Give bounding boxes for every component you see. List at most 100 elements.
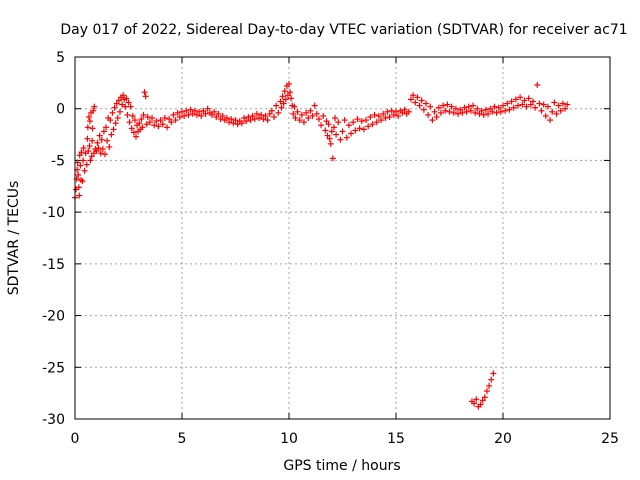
data-point [467, 107, 474, 114]
data-point [86, 118, 93, 125]
data-point [547, 117, 554, 124]
x-tick-label: 25 [601, 431, 619, 447]
data-point [215, 110, 222, 117]
y-tick-label: -15 [42, 257, 65, 273]
data-point [129, 112, 136, 119]
data-point [187, 106, 194, 113]
data-point [412, 99, 419, 106]
data-point [149, 115, 156, 122]
data-point [251, 116, 258, 123]
data-point [153, 118, 160, 125]
data-point [325, 121, 332, 128]
data-point [360, 126, 367, 133]
data-point [122, 103, 129, 110]
data-point [157, 117, 164, 124]
data-point [544, 103, 551, 110]
data-point [116, 108, 123, 115]
data-point [471, 400, 478, 407]
data-point [395, 112, 402, 119]
data-point [500, 102, 506, 109]
data-point [89, 137, 96, 144]
data-point [198, 112, 205, 119]
data-point [98, 136, 105, 143]
data-point [185, 111, 192, 118]
data-point [311, 102, 318, 109]
data-point [78, 149, 85, 156]
data-point [204, 105, 211, 112]
data-point [258, 111, 265, 118]
data-point [282, 96, 289, 103]
data-point [174, 109, 181, 116]
data-point [120, 92, 127, 99]
data-point [146, 119, 153, 126]
data-point [300, 119, 307, 126]
data-point [514, 102, 521, 109]
x-tick-label: 5 [178, 431, 187, 447]
data-point [549, 108, 556, 115]
data-point [525, 95, 532, 102]
data-point [94, 139, 101, 146]
data-point [268, 107, 275, 114]
data-point [433, 113, 440, 120]
data-point [278, 104, 285, 111]
data-point [191, 107, 198, 114]
data-point [161, 115, 168, 122]
data-point [562, 105, 569, 112]
data-point [170, 111, 177, 118]
data-point [303, 109, 310, 116]
data-point [352, 127, 359, 134]
data-point [290, 110, 297, 117]
data-point [324, 132, 331, 139]
data-point [125, 99, 132, 106]
data-point [262, 112, 269, 119]
data-point [463, 108, 470, 115]
data-point [564, 101, 571, 108]
data-point [473, 396, 480, 403]
data-point [234, 121, 241, 128]
data-point [559, 100, 566, 107]
data-point [281, 88, 288, 95]
data-point [534, 81, 541, 88]
data-point [106, 143, 113, 150]
data-point [80, 157, 87, 164]
data-point [211, 108, 218, 115]
data-point [493, 109, 500, 116]
data-point [542, 112, 549, 119]
data-point [375, 112, 382, 119]
data-point [508, 98, 515, 105]
data-point [348, 130, 355, 137]
data-point [91, 103, 98, 110]
data-point [459, 109, 466, 116]
data-point [81, 167, 88, 174]
data-point [100, 128, 107, 135]
data-point [245, 113, 252, 120]
data-point [339, 128, 346, 135]
data-point [477, 401, 484, 408]
data-point [480, 111, 487, 118]
data-point [181, 112, 188, 119]
data-point [495, 104, 502, 111]
data-point [502, 107, 509, 114]
data-point [85, 148, 92, 155]
data-point [219, 112, 226, 119]
data-point [99, 146, 106, 153]
data-point [491, 103, 498, 110]
data-point [86, 142, 93, 149]
data-point [241, 115, 248, 122]
data-point [107, 117, 114, 124]
data-point [555, 102, 562, 109]
data-point [275, 109, 282, 116]
y-axis-label: SDTVAR / TECUs [6, 181, 22, 296]
data-point [296, 117, 303, 124]
data-point [95, 145, 102, 152]
data-point [287, 89, 294, 96]
data-point [422, 100, 429, 107]
data-point [84, 124, 91, 131]
data-point [478, 107, 485, 114]
data-point [373, 119, 380, 126]
data-point [323, 118, 330, 125]
data-point [101, 151, 108, 158]
data-point [132, 133, 139, 140]
data-point [485, 110, 492, 117]
data-point [140, 111, 147, 118]
